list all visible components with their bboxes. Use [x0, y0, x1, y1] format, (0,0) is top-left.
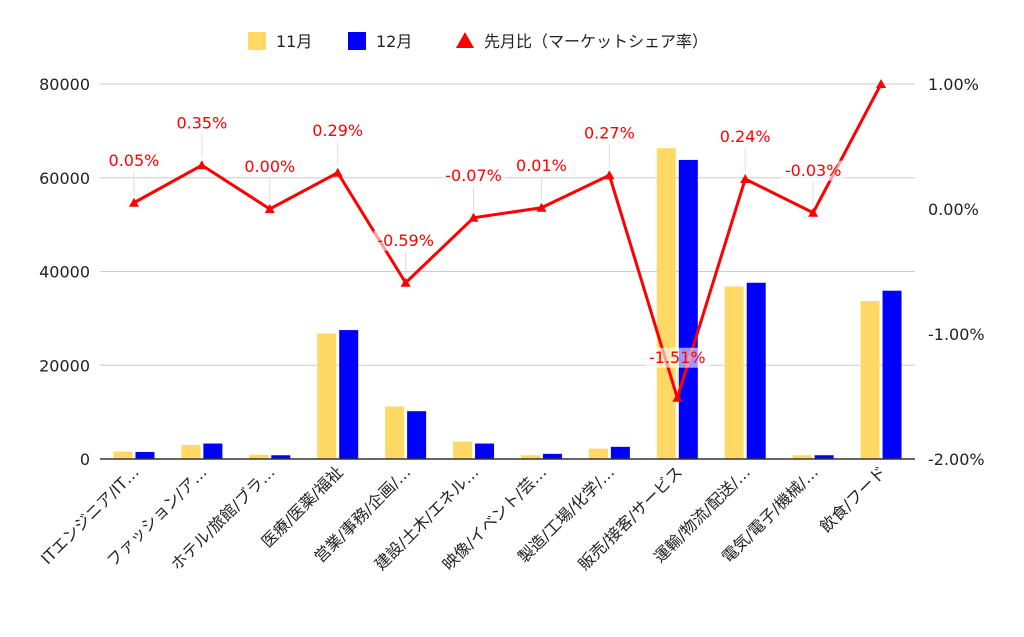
legend-label: 11月: [276, 32, 312, 51]
legend-label: 先月比（マーケットシェア率）: [484, 32, 708, 51]
y-right-tick-label: 0.00%: [928, 200, 979, 219]
data-label-bg: [781, 160, 846, 181]
data-label-bg: [101, 150, 166, 171]
line-point: [740, 174, 751, 183]
bar-dec: [135, 451, 155, 459]
data-label: -0.03%: [785, 161, 842, 180]
data-label: 0.05%: [109, 151, 160, 170]
bar-nov: [656, 148, 676, 459]
data-label: 0.35%: [176, 113, 227, 132]
legend: 11月 12月 先月比（マーケットシェア率）: [248, 32, 708, 51]
data-label-bg: [169, 113, 234, 134]
axes-group: 0 20000 40000 60000 80000 -2.00% -1.00% 0.00% 1.…: [37, 75, 984, 574]
y-right-tick-label: -2.00%: [928, 450, 985, 469]
data-label-bg: [373, 230, 438, 251]
bar-nov: [792, 455, 812, 459]
bar-dec: [814, 455, 834, 459]
line-point: [264, 204, 275, 213]
legend-swatch: [456, 32, 474, 48]
line-point: [332, 167, 343, 177]
y-left-tick-label: 0: [80, 450, 90, 469]
bar-dec: [882, 290, 902, 459]
bar-nov: [724, 286, 744, 459]
y-left-tick-label: 80000: [39, 75, 90, 94]
y-left-tick-label: 60000: [39, 169, 90, 188]
bar-dec: [407, 411, 427, 459]
y-right-tick-label: 1.00%: [928, 75, 979, 94]
line-point: [400, 277, 411, 287]
data-label: 0.00%: [244, 157, 295, 176]
bar-nov: [385, 406, 405, 459]
y-right-tick-label: -1.00%: [928, 325, 985, 344]
data-label: 0.27%: [584, 123, 635, 142]
x-tick-label: 飲食/フード: [816, 462, 890, 536]
line-point: [128, 197, 139, 207]
legend-label: 12月: [376, 32, 412, 51]
line-point: [808, 207, 819, 217]
line-point: [196, 160, 207, 170]
data-label-bg: [577, 123, 642, 144]
bar-dec: [203, 443, 223, 459]
bar-nov: [249, 454, 269, 459]
data-label-bg: [645, 347, 710, 368]
bar-nov: [181, 444, 201, 459]
line-point: [536, 202, 547, 212]
bar-nov: [453, 441, 473, 459]
data-label-bg: [509, 155, 574, 176]
line-point: [604, 170, 615, 180]
y-left-tick-label: 20000: [39, 356, 90, 375]
bar-nov: [588, 448, 608, 459]
data-label: -1.51%: [649, 348, 706, 367]
data-label: -0.59%: [377, 231, 434, 250]
legend-swatch: [248, 32, 266, 50]
bar-dec: [339, 330, 359, 459]
bar-dec: [475, 443, 495, 459]
line-point: [468, 212, 479, 222]
data-label-bg: [713, 127, 778, 147]
bar-dec: [542, 453, 562, 459]
bar-nov: [317, 333, 337, 459]
bar-nov: [520, 455, 540, 459]
bar-series-group: [113, 148, 902, 459]
legend-swatch: [348, 32, 366, 50]
bar-dec: [271, 455, 291, 459]
bar-dec: [610, 446, 630, 459]
gridlines: [100, 83, 915, 366]
data-label-bg: [237, 157, 302, 177]
bar-dec: [678, 159, 698, 459]
data-label: 0.24%: [720, 127, 771, 146]
data-label: -0.07%: [445, 166, 502, 185]
line-series-group: 0.05% 0.35% 0.00% 0.29% -0.59% -0.07% 0.01% 0.2…: [101, 79, 887, 403]
data-label-bg: [305, 120, 370, 141]
line-series: [133, 83, 883, 403]
data-label: 0.01%: [516, 156, 567, 175]
line-point: [876, 79, 887, 88]
data-label-bg: [441, 165, 506, 186]
line-point: [672, 392, 683, 402]
y-left-tick-label: 40000: [39, 263, 90, 282]
bar-nov: [113, 451, 133, 459]
bar-nov: [860, 301, 880, 459]
data-label: 0.29%: [312, 121, 363, 140]
bar-dec: [746, 282, 766, 459]
